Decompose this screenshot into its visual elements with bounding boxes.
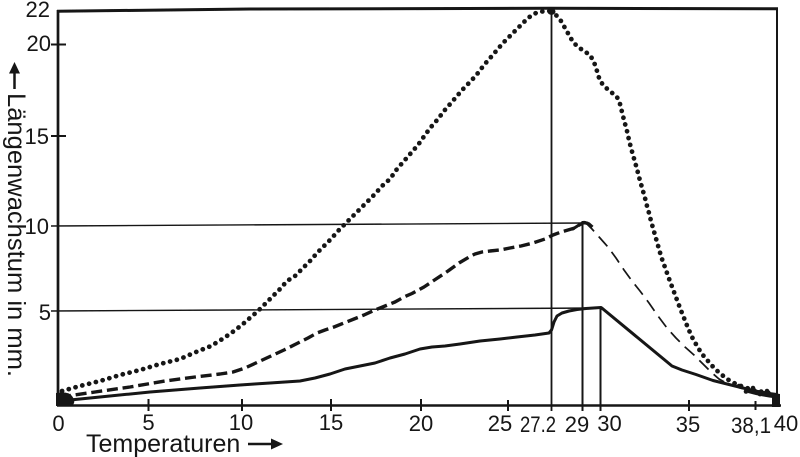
svg-text:Temperaturen: Temperaturen — [86, 430, 240, 457]
svg-text:30: 30 — [597, 411, 621, 436]
svg-text:38,1: 38,1 — [731, 413, 771, 438]
svg-text:0: 0 — [52, 411, 64, 436]
svg-text:22: 22 — [26, 0, 50, 22]
svg-text:15: 15 — [25, 124, 49, 149]
svg-text:20: 20 — [27, 31, 51, 56]
svg-text:25: 25 — [488, 411, 512, 436]
svg-text:10: 10 — [229, 410, 253, 435]
svg-text:Längenwachstum in mm.: Längenwachstum in mm. — [2, 93, 30, 377]
svg-text:20: 20 — [409, 411, 433, 436]
svg-text:29: 29 — [565, 412, 589, 437]
svg-text:10: 10 — [25, 214, 49, 239]
svg-text:27.2: 27.2 — [520, 412, 556, 437]
svg-text:5: 5 — [142, 410, 154, 435]
svg-text:15: 15 — [319, 410, 343, 435]
svg-text:35: 35 — [676, 412, 700, 437]
svg-text:40: 40 — [774, 411, 798, 436]
svg-text:5: 5 — [39, 300, 51, 325]
